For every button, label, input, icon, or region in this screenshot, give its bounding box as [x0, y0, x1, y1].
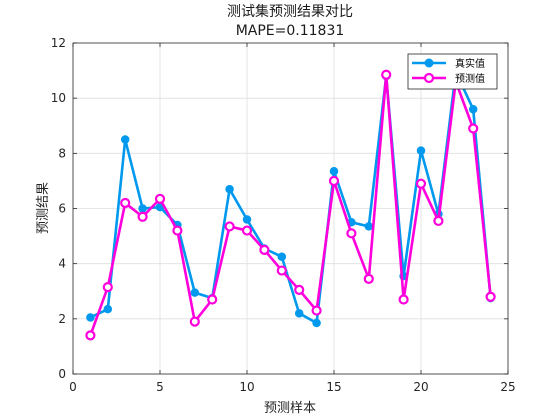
series-2-point	[207, 294, 218, 305]
series-2-point	[137, 211, 148, 222]
series-2-point	[172, 225, 183, 236]
chart-subtitle: MAPE=0.11831	[236, 23, 345, 39]
series-1-point	[294, 309, 304, 318]
x-tick-label: 0	[69, 380, 77, 394]
legend-marker-series-2	[423, 72, 435, 84]
legend-label-series-2: 预测值	[455, 72, 485, 85]
x-tick-label: 5	[156, 380, 164, 394]
y-tick-label: 2	[58, 312, 66, 326]
series-2-point	[85, 330, 96, 341]
series-1-point	[86, 313, 95, 322]
series-2-point	[120, 197, 131, 209]
series-2	[85, 69, 496, 341]
series-1-point	[242, 215, 252, 224]
series-1-point	[225, 184, 234, 194]
series-2-point	[276, 265, 287, 276]
y-tick-label: 8	[58, 146, 66, 160]
y-tick-label: 12	[51, 36, 66, 50]
legend-box	[407, 53, 498, 90]
x-tick-label: 20	[413, 380, 428, 394]
series-2-point	[102, 282, 113, 293]
series-2-point	[259, 244, 270, 255]
series-2-point	[224, 221, 235, 232]
series-1-point	[312, 318, 321, 328]
series-2-point	[346, 228, 357, 239]
series-2-point	[241, 225, 253, 236]
y-tick-label: 6	[58, 202, 66, 216]
legend-label-series-1: 真实值	[455, 57, 485, 70]
series-1-point	[190, 288, 200, 297]
x-tick-label: 15	[326, 380, 341, 394]
grid-lines	[73, 43, 508, 374]
series-1-point	[416, 146, 426, 155]
x-axis-label: 预测样本	[264, 401, 316, 416]
y-tick-label: 0	[58, 367, 66, 381]
series-2-point	[154, 193, 166, 204]
y-tick-label: 4	[58, 257, 66, 271]
x-tick-label: 10	[239, 380, 254, 394]
series-2-point	[311, 305, 322, 316]
series-2-point	[415, 178, 427, 189]
series-2-point	[433, 215, 444, 227]
series-1-point	[329, 167, 339, 176]
y-axis-label: 预测结果	[36, 182, 51, 234]
series-2-point	[468, 123, 479, 134]
series-1-point	[138, 204, 147, 213]
y-tick-label: 10	[51, 91, 66, 105]
series-layer	[85, 67, 496, 341]
chart-title: 测试集预测结果对比	[227, 3, 353, 20]
legend-marker-series-1	[424, 58, 434, 68]
series-2-point	[485, 291, 496, 302]
series-1-point	[364, 222, 374, 231]
series-1-point	[468, 104, 478, 114]
series-1-point	[277, 252, 287, 262]
series-2-point	[189, 316, 200, 327]
series-2-point	[398, 294, 409, 305]
legend: 真实值 预测值	[407, 53, 498, 90]
series-2-point	[363, 273, 374, 284]
axis-ticks: 0 5 10 15 20 25 0 2 4 6 8 10 12	[51, 36, 516, 394]
series-1-point	[120, 135, 130, 144]
x-tick-label: 25	[500, 380, 515, 394]
series-2-point	[294, 284, 305, 295]
series-2-point	[328, 175, 340, 187]
series-1-point	[103, 304, 113, 314]
series-2-point	[381, 69, 392, 80]
